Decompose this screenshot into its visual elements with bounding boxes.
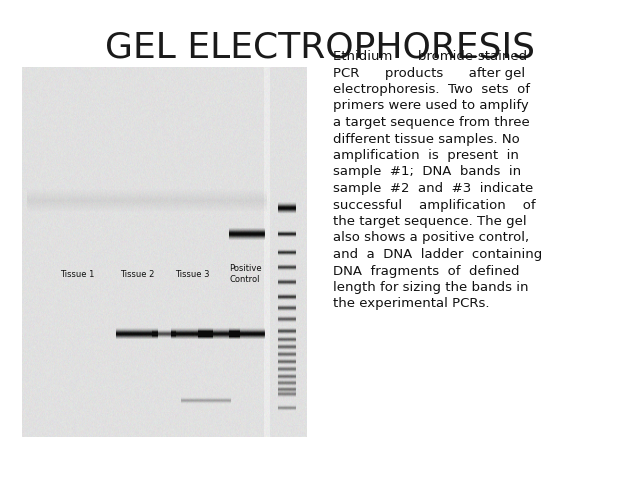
Text: and  a  DNA  ladder  containing: and a DNA ladder containing (333, 248, 542, 261)
Text: sample  #1;  DNA  bands  in: sample #1; DNA bands in (333, 166, 521, 179)
Text: Tissue 3: Tissue 3 (175, 270, 209, 279)
Text: GEL ELECTROPHORESIS: GEL ELECTROPHORESIS (105, 30, 535, 64)
Text: length for sizing the bands in: length for sizing the bands in (333, 281, 529, 294)
Text: electrophoresis.  Two  sets  of: electrophoresis. Two sets of (333, 83, 530, 96)
Text: Tissue 1: Tissue 1 (60, 270, 95, 279)
Text: primers were used to amplify: primers were used to amplify (333, 99, 529, 112)
Text: different tissue samples. No: different tissue samples. No (333, 132, 520, 145)
Text: a target sequence from three: a target sequence from three (333, 116, 530, 129)
Text: Ethidium      bromide-stained: Ethidium bromide-stained (333, 50, 527, 63)
Text: the experimental PCRs.: the experimental PCRs. (333, 298, 490, 311)
Text: the target sequence. The gel: the target sequence. The gel (333, 215, 527, 228)
Text: also shows a positive control,: also shows a positive control, (333, 231, 529, 244)
Text: Tissue 2: Tissue 2 (120, 270, 154, 279)
Text: sample  #2  and  #3  indicate: sample #2 and #3 indicate (333, 182, 533, 195)
Text: successful    amplification    of: successful amplification of (333, 199, 536, 212)
Text: DNA  fragments  of  defined: DNA fragments of defined (333, 264, 520, 277)
Text: PCR      products      after gel: PCR products after gel (333, 67, 525, 80)
Text: amplification  is  present  in: amplification is present in (333, 149, 519, 162)
Text: Positive
Control: Positive Control (229, 264, 262, 284)
